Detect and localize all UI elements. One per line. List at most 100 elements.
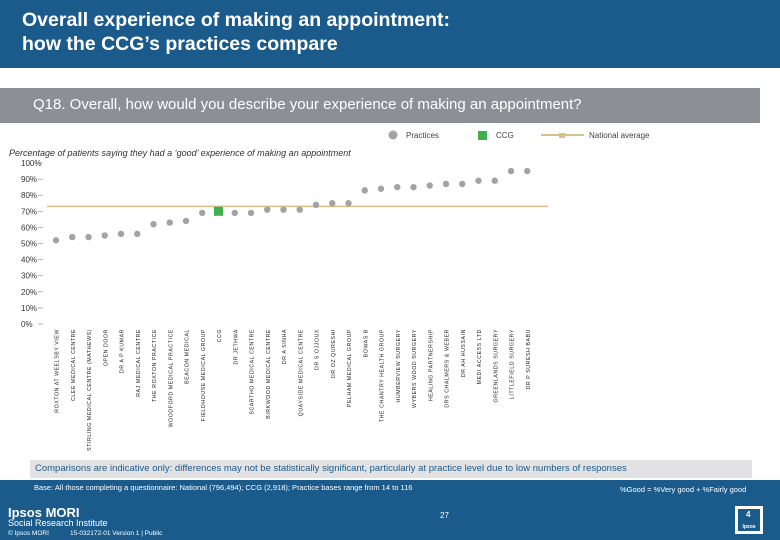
y-tick-label: 70% bbox=[21, 207, 37, 216]
footnote: Comparisons are indicative only: differe… bbox=[35, 463, 627, 474]
practice-point bbox=[69, 233, 76, 241]
practice-point bbox=[329, 200, 336, 207]
x-tick-label: DR AH HUSSAIN bbox=[461, 329, 467, 377]
x-tick-label: QUAYSIDE MEDICAL CENTRE bbox=[298, 329, 304, 416]
ipsos-logo-inner: 4 Ipsos bbox=[738, 509, 760, 531]
legend-national-marker bbox=[559, 133, 565, 138]
practice-point bbox=[377, 185, 385, 192]
x-tick-label: DR A SINHA bbox=[282, 329, 288, 364]
legend-practice-marker bbox=[388, 130, 398, 140]
x-tick-label: BOWAS B bbox=[363, 329, 369, 357]
practice-point bbox=[264, 206, 271, 213]
y-tick-label: 60% bbox=[21, 223, 37, 232]
y-tick-label: 20% bbox=[21, 288, 37, 297]
practice-point bbox=[280, 206, 287, 213]
y-tick-label: 10% bbox=[21, 304, 37, 313]
x-tick-label: ROXTON AT WEELSBY VIEW bbox=[55, 329, 61, 413]
practice-point bbox=[117, 230, 125, 238]
ccg-point bbox=[214, 206, 223, 216]
practice-point bbox=[85, 233, 92, 241]
x-tick-label: BIRKWOOD MEDICAL CENTRE bbox=[266, 329, 272, 419]
practice-point bbox=[231, 209, 238, 217]
x-tick-label: CLEE MEDICAL CENTRE bbox=[71, 329, 77, 401]
y-tick-label: 0% bbox=[21, 320, 33, 329]
practice-point bbox=[101, 232, 108, 239]
footer-band bbox=[0, 480, 780, 540]
x-tick-label: DRS CHALMERS & WEBER bbox=[445, 329, 451, 408]
practice-point bbox=[459, 180, 466, 188]
title-band bbox=[0, 0, 780, 68]
comparison-chart: 0% 10% 20% 30% 40% 50% 60% 70% 80% 90% 100% ROXTON … bbox=[21, 159, 548, 451]
ipsos-logo: 4 Ipsos bbox=[735, 506, 763, 534]
legend-national-label: National average bbox=[589, 131, 650, 140]
legend-ccg-label: CCG bbox=[496, 131, 514, 140]
page-title-line2: how the CCG’s practices compare bbox=[22, 33, 338, 55]
practice-point bbox=[361, 187, 368, 194]
x-tick-label: MEDI ACCESS LTD bbox=[477, 329, 483, 384]
good-definition: %Good = %Very good + %Fairly good bbox=[620, 485, 747, 494]
x-tick-label: HEALING PARTNERSHIP bbox=[428, 329, 434, 401]
x-tick-label: DR OZ QURESHI bbox=[331, 329, 337, 378]
page-title: Overall experience of making an appointm… bbox=[22, 8, 450, 56]
practice-point bbox=[442, 180, 450, 188]
y-tick-label: 40% bbox=[21, 256, 37, 265]
base-text: Base: All those completing a questionnai… bbox=[34, 483, 413, 492]
practice-point bbox=[345, 200, 352, 207]
legend-practices-label: Practices bbox=[406, 131, 439, 140]
practice-point bbox=[507, 167, 515, 175]
practice-point bbox=[182, 217, 190, 225]
x-tick-label: OPEN DOOR bbox=[103, 329, 109, 366]
org-name: Ipsos MORI bbox=[8, 505, 80, 520]
chart-subtitle: Percentage of patients saying they had a… bbox=[9, 148, 351, 158]
org-subtitle: Social Research Institute bbox=[8, 518, 108, 528]
x-tick-label: FIELDHOUSE MEDICAL GROUP bbox=[201, 329, 207, 421]
practice-point bbox=[475, 177, 482, 184]
y-tick-label: 90% bbox=[21, 175, 37, 184]
practice-point bbox=[426, 182, 433, 189]
legend bbox=[388, 130, 584, 140]
x-tick-label: HUMBERVIEW SURGERY bbox=[396, 329, 402, 402]
x-tick-label: THE ROXTON PRACTICE bbox=[152, 329, 158, 402]
job-number: 15-032172-01 Version 1 | Public bbox=[70, 530, 163, 537]
practice-point bbox=[199, 209, 206, 217]
copyright: © Ipsos MORI bbox=[8, 530, 49, 537]
x-tick-label: BEACON MEDICAL bbox=[185, 329, 191, 384]
practice-point bbox=[52, 237, 60, 244]
question-text: Q18. Overall, how would you describe you… bbox=[33, 96, 582, 113]
logo-page-number: 4 bbox=[746, 510, 751, 519]
practice-point bbox=[410, 183, 417, 191]
x-tick-label: RAJ MEDICAL CENTRE bbox=[136, 329, 142, 397]
page-number: 27 bbox=[440, 511, 449, 520]
legend-ccg-marker bbox=[478, 131, 487, 140]
practice-point bbox=[150, 220, 157, 228]
practice-point bbox=[491, 177, 498, 184]
footnote-band bbox=[30, 460, 752, 478]
x-tick-label: DR P SURESH BABU bbox=[526, 329, 532, 390]
practice-point bbox=[312, 201, 320, 209]
practice-point bbox=[394, 183, 401, 191]
y-tick-label: 80% bbox=[21, 191, 37, 200]
x-tick-label: DR A P KUMAR bbox=[120, 329, 126, 373]
page-title-line1: Overall experience of making an appointm… bbox=[22, 9, 451, 31]
practice-point bbox=[134, 230, 141, 238]
logo-brand: Ipsos bbox=[742, 524, 756, 530]
x-tick-label: WOODFORD MEDICAL PRACTICE bbox=[168, 329, 174, 427]
y-tick-label: 100% bbox=[21, 159, 41, 168]
question-band bbox=[0, 88, 760, 123]
x-tick-label: LITTLEFIELD SURGERY bbox=[510, 329, 516, 399]
x-tick-label: DR JETHWA bbox=[233, 329, 239, 364]
x-tick-label: THE CHANTRY HEALTH GROUP bbox=[380, 329, 386, 422]
x-tick-label: SCARTHO MEDICAL CENTRE bbox=[250, 329, 256, 415]
practice-point bbox=[166, 219, 173, 226]
practice-point bbox=[524, 167, 531, 175]
y-tick-label: 50% bbox=[21, 240, 37, 249]
x-tick-label: CCG bbox=[217, 329, 223, 342]
x-tick-label: STIRLING MEDICAL CENTRE (MATHEWS) bbox=[87, 329, 93, 451]
x-tick-label: PELHAM MEDICAL GROUP bbox=[347, 329, 353, 407]
practice-point bbox=[296, 206, 303, 213]
x-tick-label: WYBERS WOOD SURGERY bbox=[412, 329, 418, 408]
y-tick-label: 30% bbox=[21, 272, 37, 281]
x-tick-label: DR S OJJOUX bbox=[315, 329, 321, 370]
x-tick-label: GREENLANDS SURGERY bbox=[493, 329, 499, 403]
practice-point bbox=[247, 209, 255, 217]
